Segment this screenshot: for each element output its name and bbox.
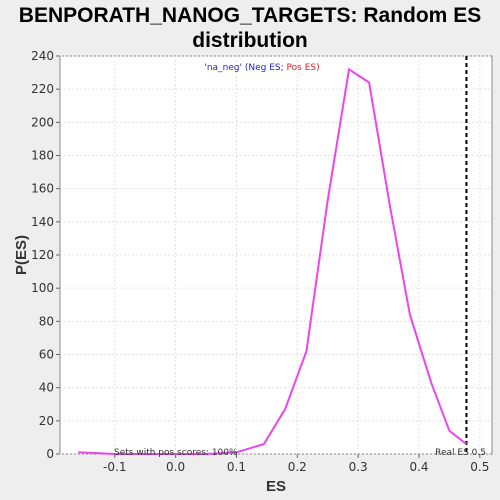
y-axis-title: P(ES) bbox=[13, 235, 30, 275]
legend-suffix: ) bbox=[316, 63, 320, 73]
y-tick-label: 180 bbox=[31, 149, 54, 163]
series-line bbox=[78, 67, 468, 455]
legend: 'na_neg' (Neg ES; Pos ES) bbox=[204, 63, 319, 73]
y-tick-label: 120 bbox=[31, 248, 54, 262]
y-tick-label: 40 bbox=[39, 381, 54, 395]
x-tick-label: 0.3 bbox=[349, 460, 368, 474]
y-tick-label: 100 bbox=[31, 281, 54, 295]
x-tick-label: 0.5 bbox=[470, 460, 489, 474]
x-tick-label: 0.4 bbox=[409, 460, 428, 474]
legend-prefix: 'na_neg' ( bbox=[204, 63, 248, 73]
x-tick-label: -0.1 bbox=[103, 460, 126, 474]
x-tick-label: 0.1 bbox=[227, 460, 246, 474]
y-tick-label: 0 bbox=[46, 447, 54, 461]
legend-separator: ; bbox=[281, 63, 287, 73]
x-tick-label: 0.2 bbox=[288, 460, 307, 474]
chart-title-line1: BENPORATH_NANOG_TARGETS: Random ES bbox=[19, 4, 481, 27]
legend-neg-es: Neg ES bbox=[248, 63, 281, 73]
y-tick-label: 160 bbox=[31, 182, 54, 196]
chart-title-line2: distribution bbox=[192, 29, 307, 52]
real-es-annotation: Real ES 0.5 bbox=[435, 448, 486, 458]
y-tick-label: 140 bbox=[31, 215, 54, 229]
y-tick-label: 240 bbox=[31, 49, 54, 63]
y-tick-label: 200 bbox=[31, 115, 54, 129]
x-axis-title: ES bbox=[266, 478, 286, 495]
x-tick-label: 0.0 bbox=[166, 460, 185, 474]
y-tick-label: 60 bbox=[39, 348, 54, 362]
y-tick-label: 80 bbox=[39, 314, 54, 328]
grid-lines bbox=[60, 55, 492, 455]
x-axis-ticks: -0.1 0.0 0.1 0.2 0.3 0.4 0.5 bbox=[103, 454, 489, 474]
y-axis-ticks: 0 20 40 60 80 100 120 140 160 180 200 220 240 bbox=[31, 49, 60, 461]
legend-pos-es: Pos ES bbox=[287, 63, 317, 73]
y-tick-label: 220 bbox=[31, 82, 54, 96]
pos-scores-annotation: Sets with pos scores: 100% bbox=[114, 448, 238, 458]
y-tick-label: 20 bbox=[39, 414, 54, 428]
